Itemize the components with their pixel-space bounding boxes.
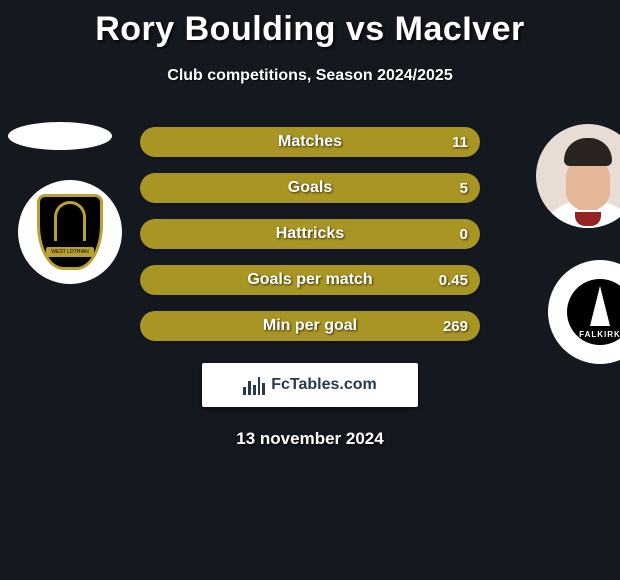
stat-bar: Goals per match 0.45 bbox=[140, 265, 480, 295]
player-avatar bbox=[536, 124, 620, 228]
stat-bar: Min per goal 269 bbox=[140, 311, 480, 341]
right-emblem-text: FALKIRK bbox=[579, 330, 620, 339]
stat-bar: Matches 11 bbox=[140, 127, 480, 157]
stat-right-value: 11 bbox=[452, 134, 468, 151]
date-text: 13 november 2024 bbox=[0, 429, 620, 449]
stat-right-value: 0.45 bbox=[439, 272, 468, 289]
stats-bars: Matches 11 Goals 5 Hattricks 0 Goals per match… bbox=[140, 127, 480, 341]
stat-bar: Hattricks 0 bbox=[140, 219, 480, 249]
brand-box: FcTables.com bbox=[202, 363, 418, 407]
spire-icon: FALKIRK bbox=[567, 279, 620, 345]
stat-right-value: 0 bbox=[460, 226, 468, 243]
stat-bar: Goals 5 bbox=[140, 173, 480, 203]
stat-label: Min per goal bbox=[263, 317, 357, 335]
shield-icon: WEST LOTHIAN bbox=[37, 194, 103, 270]
page-title: Rory Boulding vs MacIver bbox=[0, 0, 620, 49]
stat-right-value: 5 bbox=[460, 180, 468, 197]
stat-label: Goals per match bbox=[247, 271, 372, 289]
bar-chart-icon bbox=[243, 375, 265, 395]
subtitle: Club competitions, Season 2024/2025 bbox=[0, 67, 620, 85]
left-club-emblem: WEST LOTHIAN bbox=[18, 180, 122, 284]
brand-text: FcTables.com bbox=[271, 376, 377, 394]
stat-right-value: 269 bbox=[443, 318, 468, 335]
stat-label: Hattricks bbox=[276, 225, 344, 243]
right-club-emblem: FALKIRK bbox=[548, 260, 620, 364]
stat-label: Goals bbox=[288, 179, 332, 197]
shield-banner-text: WEST LOTHIAN bbox=[46, 247, 94, 257]
stat-label: Matches bbox=[278, 133, 342, 151]
left-top-ellipse bbox=[8, 122, 112, 150]
